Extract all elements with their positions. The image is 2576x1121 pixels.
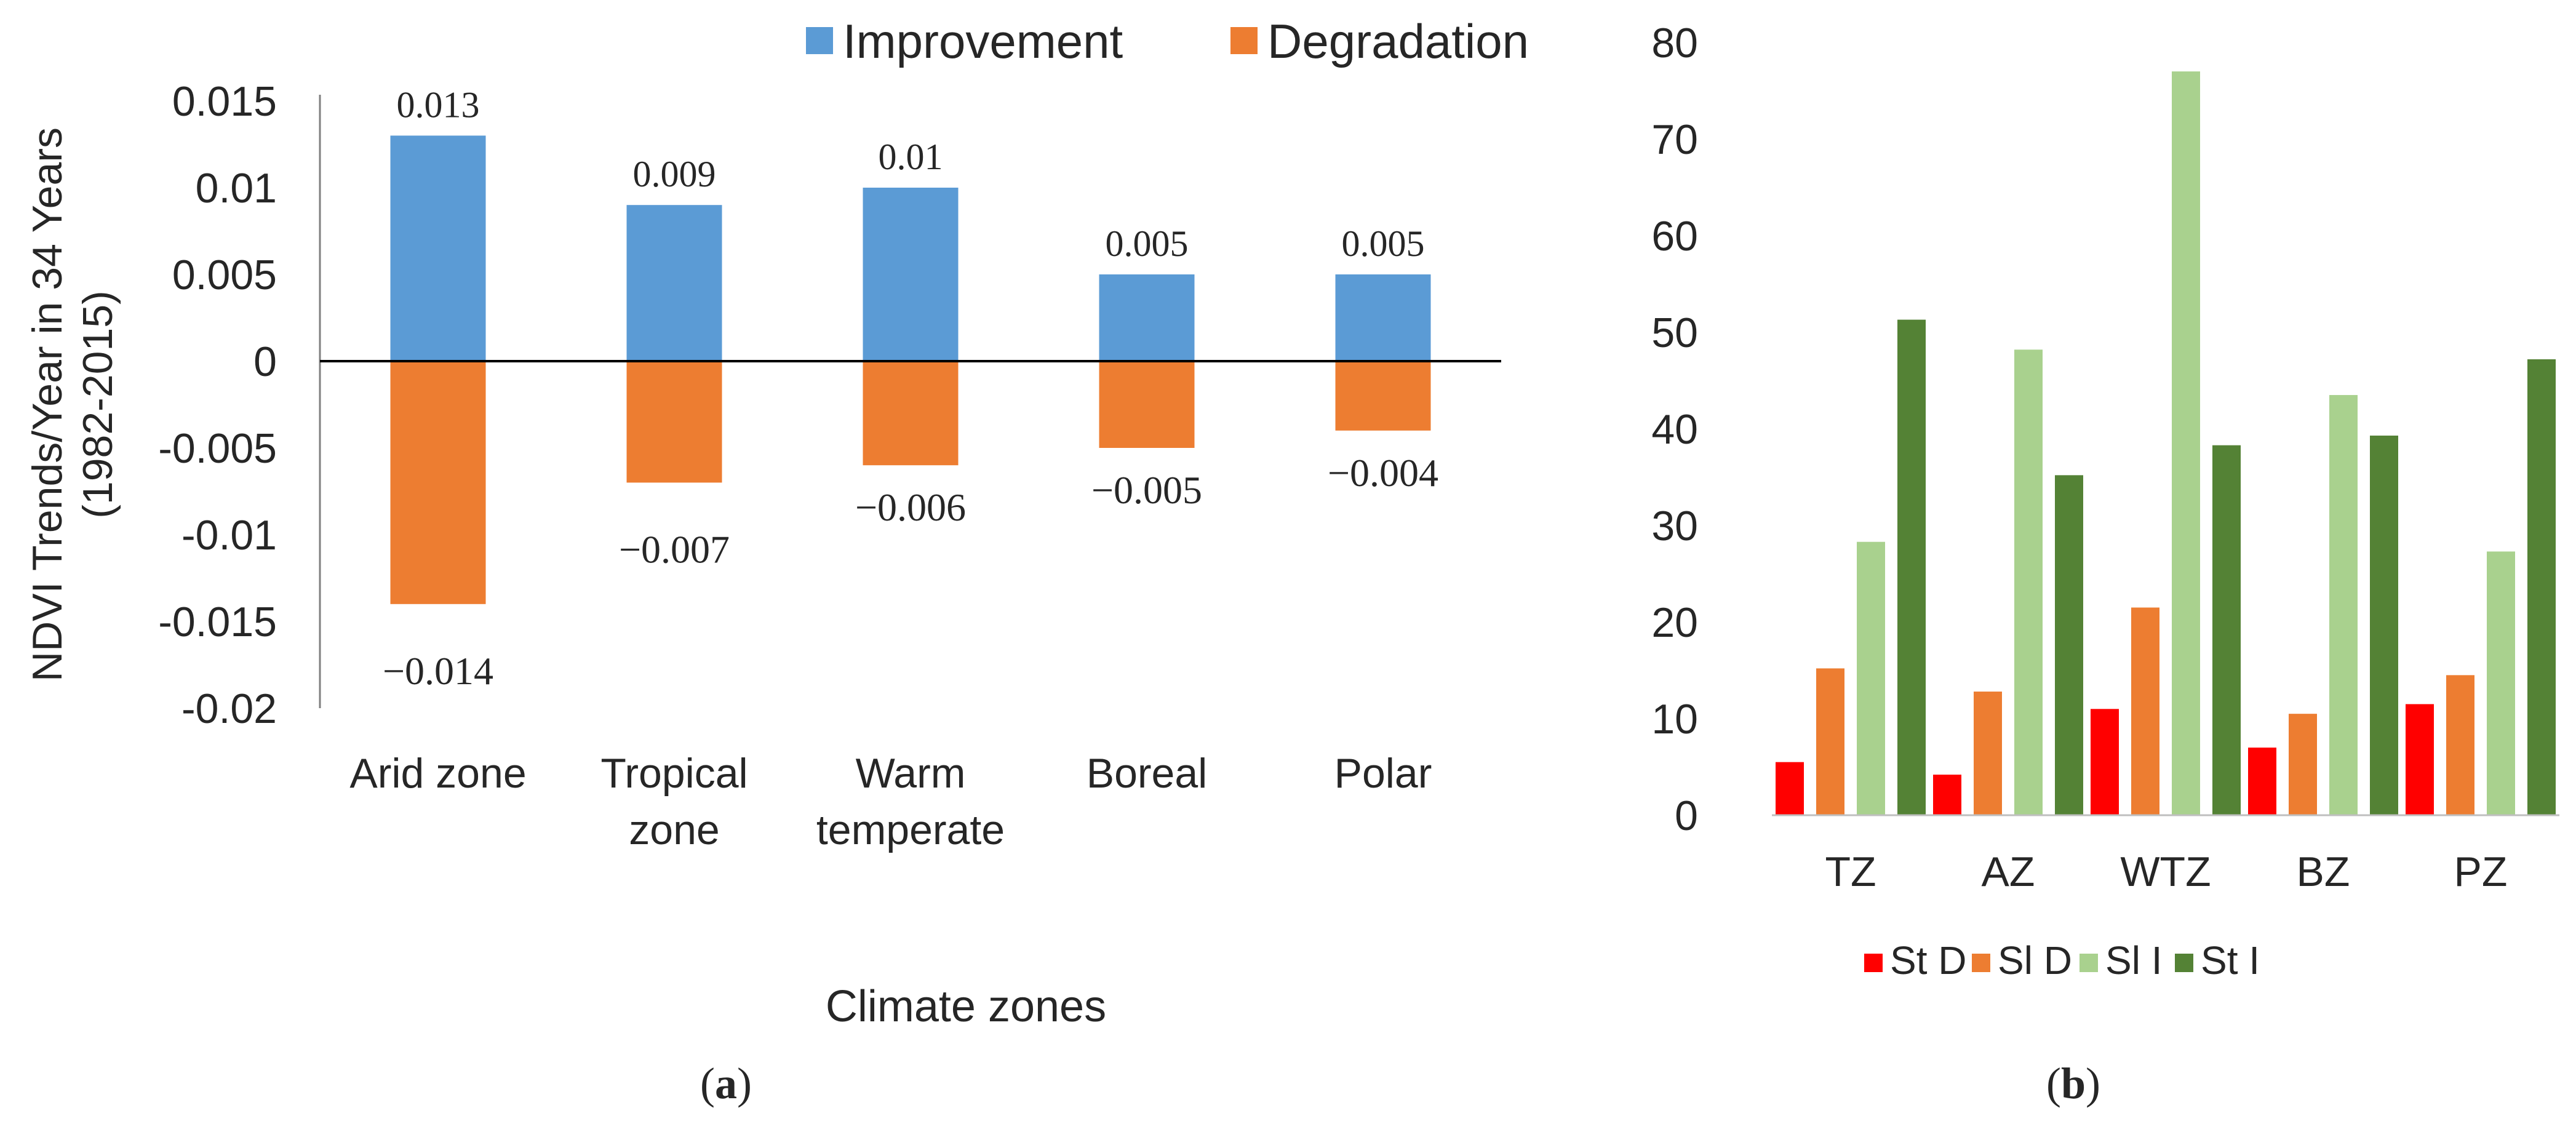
a-data-label-improvement: 0.005 [1106,223,1189,264]
b-legend-label: Sl D [1998,938,2072,983]
b-y-tick-label: 60 [1651,213,1698,260]
b-bar-st-d [2406,704,2434,815]
b-bar-sl-d [1974,692,2002,815]
a-data-label-degradation: −0.014 [383,649,493,693]
b-bar-sl-i [1857,541,1885,815]
a-data-label-improvement: 0.005 [1342,223,1425,264]
b-bar-st-d [2248,748,2276,815]
b-category-label: BZ [2297,848,2350,895]
b-y-tick-label: 20 [1651,599,1698,646]
b-bar-st-i [2055,475,2083,815]
b-bar-sl-d [2446,675,2474,815]
a-data-label-degradation: −0.007 [619,527,730,571]
b-bar-sl-d [2131,607,2159,815]
b-bar-st-d [2091,709,2119,815]
b-legend: St D Sl D Sl I St I [1864,938,2260,983]
b-category-label: WTZ [2120,848,2211,895]
b-bar-st-i [2527,359,2556,815]
a-bar-improvement [626,205,722,361]
a-y-tick-label: -0.01 [181,512,277,559]
b-y-tick-label: 30 [1651,503,1698,549]
b-panel-label-letter: b [2061,1059,2086,1108]
b-legend-swatch [1972,954,1990,972]
a-category-label: Warm [856,750,966,797]
b-bar-sl-d [1816,668,1844,815]
a-bar-degradation [863,361,959,466]
a-y-tick-label: 0.005 [172,252,277,298]
a-category-label: Arid zone [349,750,526,797]
b-category-label: PZ [2454,848,2508,895]
a-legend: Improvement Degradation [806,14,1529,68]
a-legend-label: Improvement [843,14,1123,68]
b-bar-sl-i [2329,395,2358,815]
a-category-label-line2: temperate [816,807,1005,853]
a-category-label: Polar [1334,750,1432,797]
a-y-axis-label-line2: (1982-2015) [74,290,121,518]
a-bar-improvement [1335,274,1431,361]
a-data-label-degradation: −0.006 [855,485,966,529]
a-bar-improvement [390,135,486,361]
b-bar-st-d [1933,775,1961,815]
b-legend-swatch [1864,954,1883,972]
b-bar-st-i [2370,435,2398,815]
a-bar-degradation [1099,361,1195,448]
b-panel-label-close: ) [2086,1059,2100,1108]
b-panel-label: (b) [2046,1059,2100,1108]
b-legend-label: St D [1890,938,1966,983]
a-panel-label-letter: a [715,1059,737,1108]
a-x-axis-label: Climate zones [826,982,1106,1031]
a-bar-degradation [626,361,722,483]
a-panel-label-open: ( [700,1059,715,1108]
b-bar-sl-i [2172,71,2200,816]
a-legend-swatch [1230,27,1258,54]
a-y-tick-label: -0.015 [158,599,277,645]
a-bar-improvement [1099,274,1195,361]
a-y-tick-label: 0.01 [196,165,277,212]
a-y-tick-label: 0.015 [172,78,277,125]
a-bar-degradation [1335,361,1431,431]
a-y-axis-label-line1: NDVI Trends/Year in 34 Years [24,127,71,682]
b-y-tick-label: 80 [1651,20,1698,66]
a-category-label: Tropical [600,750,748,797]
chart-b: 0 10 20 30 40 50 60 70 80 TZ AZ WTZ BZ PZ St D Sl D Sl I… [1651,20,2559,1108]
b-bar-sl-d [2289,714,2317,815]
a-data-label-improvement: 0.01 [879,137,943,177]
a-bar-improvement [863,188,959,361]
a-category-label-line2: zone [629,807,719,853]
b-y-tick-label: 10 [1651,696,1698,743]
a-data-label-improvement: 0.009 [633,154,716,194]
a-legend-swatch [806,27,833,54]
a-y-axis-label: NDVI Trends/Year in 34 Years(1982-2015) [24,127,121,682]
a-data-label-improvement: 0.013 [397,84,480,125]
chart-a: 0.015 0.01 0.005 0 -0.005 -0.01 -0.015 -0.02 NDV… [24,14,1529,1108]
a-legend-label: Degradation [1267,14,1529,68]
a-category-label: Boreal [1087,750,1208,797]
b-y-tick-label: 70 [1651,116,1698,163]
b-y-tick-label: 0 [1675,792,1698,839]
b-legend-swatch [2080,954,2098,972]
b-legend-swatch [2175,954,2193,972]
a-panel-label: (a) [700,1059,752,1108]
b-category-label: AZ [1982,848,2035,895]
a-y-tick-label: -0.02 [181,685,277,732]
b-bar-sl-i [2487,551,2515,815]
b-legend-label: St I [2201,938,2260,983]
a-panel-label-close: ) [737,1059,752,1108]
a-data-label-degradation: −0.004 [1328,451,1438,495]
b-y-tick-label: 40 [1651,406,1698,453]
b-y-tick-label: 50 [1651,309,1698,356]
b-bar-st-i [1897,319,1926,815]
b-panel-label-open: ( [2046,1059,2061,1108]
a-y-tick-label: -0.005 [158,425,277,472]
b-bar-st-i [2212,445,2241,815]
b-legend-label: Sl I [2105,938,2162,983]
a-y-tick-label: 0 [253,338,277,385]
a-bar-degradation [390,361,486,604]
b-category-label: TZ [1825,848,1876,895]
b-bar-sl-i [2014,349,2043,815]
a-data-label-degradation: −0.005 [1091,468,1202,512]
b-bar-st-d [1776,762,1804,815]
